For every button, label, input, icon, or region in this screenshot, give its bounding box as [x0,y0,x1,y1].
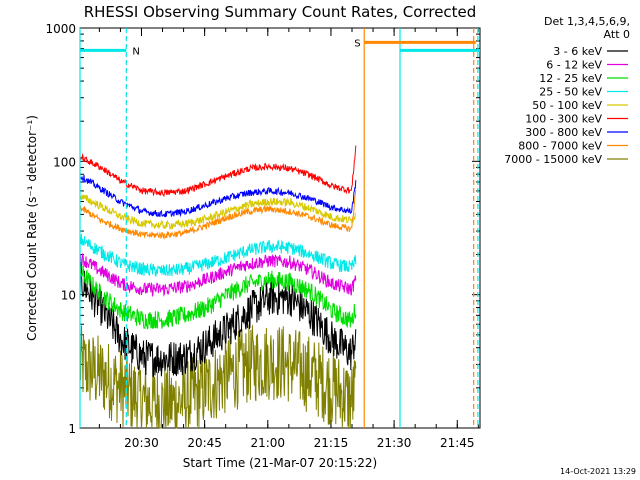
x-axis-label: Start Time (21-Mar-07 20:15:22) [183,456,377,470]
x-tick-label: 21:30 [377,436,412,450]
chart-title: RHESSI Observing Summary Count Rates, Co… [84,3,477,21]
y-axis: 1 10 100 1000 [45,22,480,436]
flag-label: N [132,46,139,57]
series-line-4 [79,194,357,231]
x-tick-label: 21:45 [440,436,475,450]
series-line-7 [79,189,357,240]
series-line-5 [79,145,357,198]
series-line-1 [79,253,357,298]
x-tick-label: 20:30 [124,436,159,450]
legend-label: 50 - 100 keV [532,99,602,112]
x-tick-label: 21:00 [250,436,285,450]
footer-timestamp: 14-Oct-2021 13:29 [560,467,636,476]
flag-label: S [354,38,360,49]
legend-label: 6 - 12 keV [546,59,602,72]
x-tick-label: 21:15 [314,436,349,450]
y-tick-label: 100 [53,155,76,169]
legend-label: 300 - 800 keV [525,126,602,139]
legend-header-line-2: Att 0 [604,28,630,41]
legend-label: 12 - 25 keV [539,72,602,85]
y-axis-label: Corrected Count Rate (s⁻¹ detector⁻¹) [25,115,39,341]
series-layer [79,145,357,429]
legend-label: 800 - 7000 keV [518,140,602,153]
x-axis: 20:30 20:45 21:00 21:15 21:30 21:45 [98,28,479,450]
legend-label: 100 - 300 keV [525,113,602,126]
legend-header-line-1: Det 1,3,4,5,6,9, [544,15,630,28]
legend-label: 7000 - 15000 keV [504,153,602,166]
flags-layer: NS [79,28,480,428]
legend-label: 3 - 6 keV [553,45,602,58]
legend-label: 25 - 50 keV [539,86,602,99]
y-tick-label: 1000 [45,22,76,36]
x-tick-label: 20:45 [187,436,222,450]
y-tick-label: 10 [61,289,76,303]
series-line-6 [79,174,357,218]
series-line-0 [79,262,357,378]
y-tick-label: 1 [68,422,76,436]
